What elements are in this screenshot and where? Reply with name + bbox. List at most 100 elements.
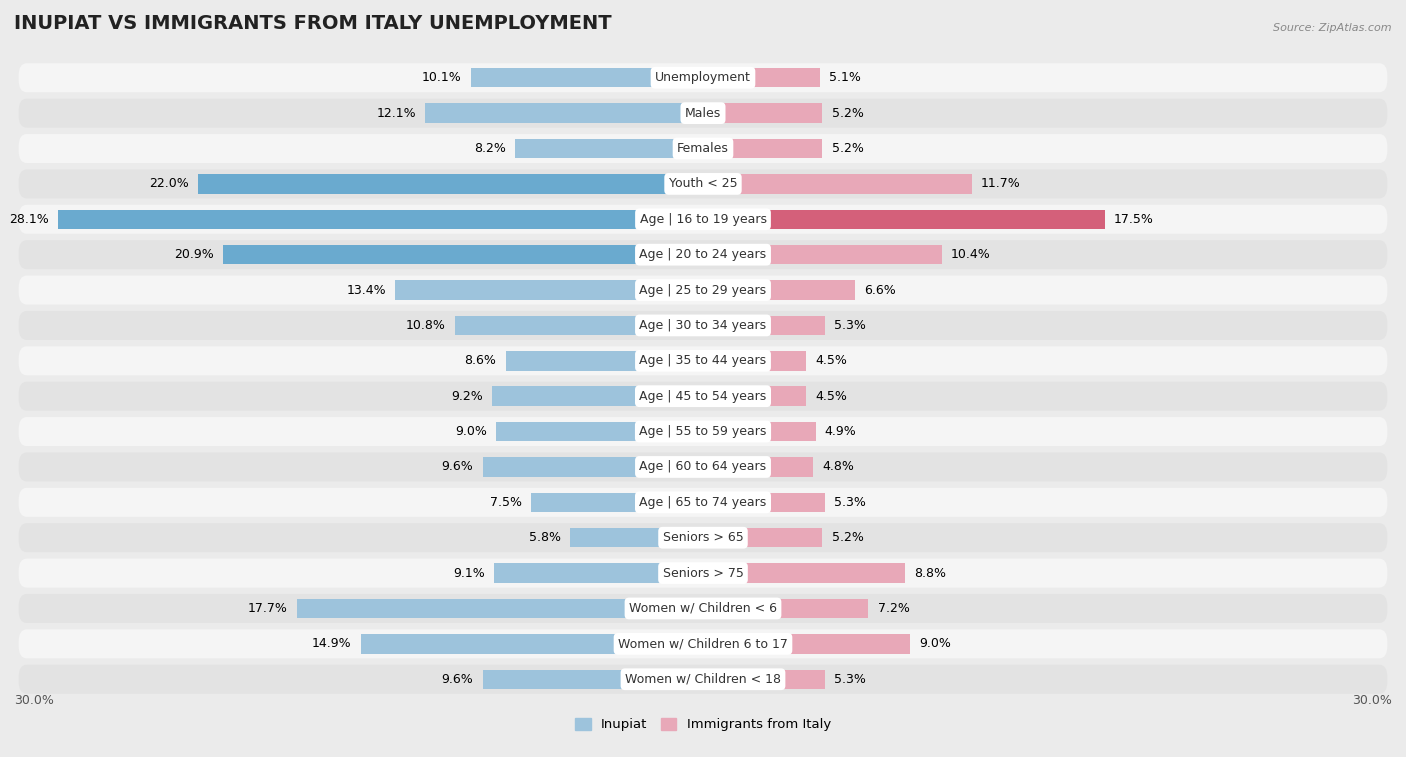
Bar <box>496 422 703 441</box>
Bar <box>703 104 823 123</box>
Text: 20.9%: 20.9% <box>174 248 214 261</box>
FancyBboxPatch shape <box>18 594 1388 623</box>
Bar <box>506 351 703 370</box>
Text: Women w/ Children < 18: Women w/ Children < 18 <box>626 673 780 686</box>
Bar <box>703 245 942 264</box>
Bar <box>456 316 703 335</box>
Text: Males: Males <box>685 107 721 120</box>
Text: 5.1%: 5.1% <box>830 71 862 84</box>
Text: 17.7%: 17.7% <box>247 602 287 615</box>
Bar <box>425 104 703 123</box>
Bar <box>361 634 703 653</box>
Text: 10.8%: 10.8% <box>406 319 446 332</box>
FancyBboxPatch shape <box>18 453 1388 481</box>
FancyBboxPatch shape <box>18 64 1388 92</box>
FancyBboxPatch shape <box>18 311 1388 340</box>
Text: 4.5%: 4.5% <box>815 354 848 367</box>
Bar <box>703 457 813 477</box>
FancyBboxPatch shape <box>18 346 1388 375</box>
Text: Age | 65 to 74 years: Age | 65 to 74 years <box>640 496 766 509</box>
Bar <box>395 280 703 300</box>
Text: Age | 45 to 54 years: Age | 45 to 54 years <box>640 390 766 403</box>
FancyBboxPatch shape <box>18 417 1388 446</box>
Text: Age | 55 to 59 years: Age | 55 to 59 years <box>640 425 766 438</box>
Bar <box>703 316 825 335</box>
FancyBboxPatch shape <box>18 205 1388 234</box>
Text: 5.8%: 5.8% <box>529 531 561 544</box>
Text: Females: Females <box>678 142 728 155</box>
Text: 5.2%: 5.2% <box>831 142 863 155</box>
Bar <box>58 210 703 229</box>
Text: Seniors > 65: Seniors > 65 <box>662 531 744 544</box>
Text: 5.2%: 5.2% <box>831 107 863 120</box>
Legend: Inupiat, Immigrants from Italy: Inupiat, Immigrants from Italy <box>569 712 837 737</box>
Text: Age | 30 to 34 years: Age | 30 to 34 years <box>640 319 766 332</box>
Text: Youth < 25: Youth < 25 <box>669 177 737 191</box>
Bar <box>531 493 703 512</box>
Text: 6.6%: 6.6% <box>863 284 896 297</box>
Text: 8.6%: 8.6% <box>464 354 496 367</box>
FancyBboxPatch shape <box>18 488 1388 517</box>
FancyBboxPatch shape <box>18 134 1388 163</box>
Bar <box>471 68 703 88</box>
Bar <box>703 493 825 512</box>
Bar <box>569 528 703 547</box>
FancyBboxPatch shape <box>18 382 1388 411</box>
FancyBboxPatch shape <box>18 98 1388 128</box>
Bar <box>224 245 703 264</box>
Text: 8.2%: 8.2% <box>474 142 506 155</box>
Bar <box>703 634 910 653</box>
Bar <box>703 563 905 583</box>
Text: Women w/ Children 6 to 17: Women w/ Children 6 to 17 <box>619 637 787 650</box>
FancyBboxPatch shape <box>18 523 1388 552</box>
Text: 5.3%: 5.3% <box>834 319 866 332</box>
Bar <box>703 210 1105 229</box>
Text: 9.1%: 9.1% <box>453 566 485 580</box>
Bar <box>492 387 703 406</box>
Text: Age | 16 to 19 years: Age | 16 to 19 years <box>640 213 766 226</box>
Bar <box>703 528 823 547</box>
Text: Age | 20 to 24 years: Age | 20 to 24 years <box>640 248 766 261</box>
Text: 4.5%: 4.5% <box>815 390 848 403</box>
Bar <box>297 599 703 618</box>
Bar <box>703 387 807 406</box>
FancyBboxPatch shape <box>18 559 1388 587</box>
Text: Age | 25 to 29 years: Age | 25 to 29 years <box>640 284 766 297</box>
Text: 5.2%: 5.2% <box>831 531 863 544</box>
Text: Unemployment: Unemployment <box>655 71 751 84</box>
Text: 10.1%: 10.1% <box>422 71 461 84</box>
Text: 9.6%: 9.6% <box>441 673 474 686</box>
Text: 28.1%: 28.1% <box>8 213 48 226</box>
Text: 14.9%: 14.9% <box>312 637 352 650</box>
Bar <box>482 669 703 689</box>
Text: 12.1%: 12.1% <box>377 107 416 120</box>
Text: 17.5%: 17.5% <box>1114 213 1154 226</box>
Text: 4.8%: 4.8% <box>823 460 855 473</box>
Text: Age | 35 to 44 years: Age | 35 to 44 years <box>640 354 766 367</box>
Text: 11.7%: 11.7% <box>981 177 1021 191</box>
Text: 7.2%: 7.2% <box>877 602 910 615</box>
Text: Seniors > 75: Seniors > 75 <box>662 566 744 580</box>
Bar <box>703 174 972 194</box>
Bar <box>703 669 825 689</box>
Bar <box>703 351 807 370</box>
FancyBboxPatch shape <box>18 665 1388 693</box>
FancyBboxPatch shape <box>18 170 1388 198</box>
Text: 22.0%: 22.0% <box>149 177 188 191</box>
Bar <box>703 68 820 88</box>
FancyBboxPatch shape <box>18 240 1388 269</box>
Bar <box>703 280 855 300</box>
Text: 30.0%: 30.0% <box>1353 694 1392 707</box>
Bar <box>482 457 703 477</box>
Bar <box>703 422 815 441</box>
Text: 9.6%: 9.6% <box>441 460 474 473</box>
Bar <box>703 599 869 618</box>
Text: 9.0%: 9.0% <box>920 637 950 650</box>
Text: 5.3%: 5.3% <box>834 673 866 686</box>
Text: 8.8%: 8.8% <box>914 566 946 580</box>
Text: 30.0%: 30.0% <box>14 694 53 707</box>
Text: 5.3%: 5.3% <box>834 496 866 509</box>
Bar <box>494 563 703 583</box>
Bar <box>198 174 703 194</box>
Text: INUPIAT VS IMMIGRANTS FROM ITALY UNEMPLOYMENT: INUPIAT VS IMMIGRANTS FROM ITALY UNEMPLO… <box>14 14 612 33</box>
